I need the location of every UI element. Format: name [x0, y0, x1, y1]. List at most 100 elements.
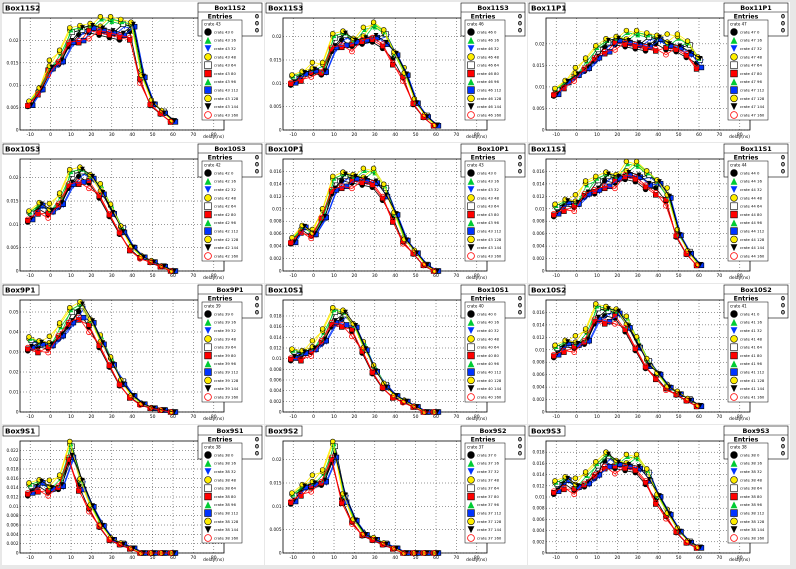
data-point	[80, 25, 85, 30]
x-tick-label: 20	[89, 555, 95, 561]
legend-entry: crate 43 112	[477, 229, 502, 234]
y-tick-label: 0.008	[533, 506, 545, 511]
data-point	[572, 475, 579, 481]
data-point	[571, 349, 577, 355]
y-tick-label: 0.03	[9, 350, 19, 355]
y-tick-label: 0.008	[270, 219, 282, 224]
x-tick-label: 0	[49, 132, 52, 138]
entries-label: Entries	[471, 14, 496, 21]
data-point	[623, 451, 630, 458]
legend-marker	[204, 194, 212, 202]
legend-entry: crate 42 96	[214, 220, 236, 225]
data-point	[106, 30, 113, 36]
x-tick-label: 10	[68, 555, 74, 561]
data-point	[330, 173, 336, 180]
data-point	[394, 545, 399, 551]
data-point	[591, 54, 598, 61]
data-point	[561, 349, 567, 355]
x-tick-label: 40	[392, 414, 398, 420]
data-point	[582, 469, 589, 475]
legend-marker	[730, 318, 738, 326]
data-point	[131, 393, 136, 398]
data-point	[622, 172, 628, 178]
x-tick-label: 30	[109, 132, 115, 138]
data-point	[642, 43, 649, 50]
legend-marker	[467, 385, 475, 393]
y-tick-label: 0.004	[7, 532, 19, 537]
x-tick-label: -10	[553, 414, 560, 420]
data-point	[80, 166, 85, 172]
legend-entry: crate 43 48	[477, 195, 499, 200]
legend-marker	[467, 492, 475, 501]
histogram-title: Box11S1	[531, 145, 566, 154]
data-point	[24, 490, 31, 496]
legend-marker	[204, 534, 212, 542]
legend-entry: crate 43 64	[214, 63, 236, 68]
legend-marker	[204, 501, 212, 509]
data-point	[116, 32, 123, 39]
data-point	[56, 190, 63, 196]
x-axis-title: delay(ns)	[729, 416, 750, 422]
data-point	[171, 118, 177, 124]
entries-label: Entries	[734, 437, 759, 444]
x-tick-label: 40	[655, 414, 661, 420]
entries-value: 0	[518, 21, 522, 28]
series-line	[553, 465, 697, 549]
y-tick-label: 0.01	[9, 390, 19, 395]
data-point	[673, 44, 679, 51]
title-box	[528, 425, 566, 437]
data-point	[343, 492, 348, 498]
legend-entry: crate 39 0	[214, 311, 234, 316]
y-tick-label: 0.005	[270, 527, 282, 532]
x-tick-label: 10	[594, 414, 600, 420]
data-point	[110, 28, 116, 33]
data-point	[318, 478, 325, 485]
data-point	[657, 179, 662, 184]
legend-entry: crate 44 96	[740, 220, 762, 225]
entries-value: 0	[518, 169, 522, 176]
legend-entry: crate 40 32	[477, 328, 499, 333]
legend-entry: crate 40 160	[477, 394, 502, 399]
histogram-plot: -10 0 10 20 30 40 50 60 70 80 0 0.002 0.004 0.006 0.00…	[265, 143, 526, 281]
entries-label: Entries	[734, 155, 759, 162]
x-tick-label: 60	[433, 414, 439, 420]
legend-entry: crate 38 64	[740, 486, 762, 491]
legend-marker	[467, 61, 475, 69]
x-tick-label: 60	[433, 273, 439, 279]
data-point	[29, 215, 34, 221]
legend-marker	[467, 343, 475, 351]
data-point	[319, 467, 326, 473]
y-tick-label: 0.015	[7, 60, 19, 65]
data-point	[131, 21, 136, 27]
x-tick-label: -10	[27, 414, 34, 420]
data-point	[363, 346, 369, 352]
data-point	[332, 185, 338, 191]
data-point	[67, 25, 73, 31]
data-point	[69, 37, 75, 43]
data-point	[636, 343, 642, 349]
legend-marker	[204, 78, 212, 86]
x-tick-label: 10	[331, 132, 337, 138]
x-tick-label: 80	[737, 555, 743, 561]
legend-entry: crate 40 16	[477, 320, 499, 325]
legend-marker	[467, 111, 475, 119]
x-tick-label: 10	[68, 132, 74, 138]
y-tick-label: 0.04	[9, 330, 19, 335]
data-point	[328, 187, 335, 193]
legend-marker	[467, 393, 475, 401]
x-tick-label: 10	[68, 414, 74, 420]
x-tick-label: 30	[635, 273, 641, 279]
data-point	[683, 250, 690, 257]
legend-entry: crate 38 144	[214, 527, 239, 532]
x-tick-label: 40	[129, 555, 135, 561]
x-tick-label: -10	[290, 414, 297, 420]
legend-entry: crate 40 0	[477, 311, 497, 316]
data-point	[593, 43, 599, 49]
legend-marker	[730, 177, 738, 185]
y-tick-label: 0.018	[533, 450, 545, 455]
x-tick-label: 30	[372, 555, 378, 561]
legend-marker	[730, 210, 738, 219]
data-point	[612, 185, 618, 192]
legend-header: crate 38	[730, 445, 747, 450]
histogram-title: Box10S2	[531, 286, 566, 295]
